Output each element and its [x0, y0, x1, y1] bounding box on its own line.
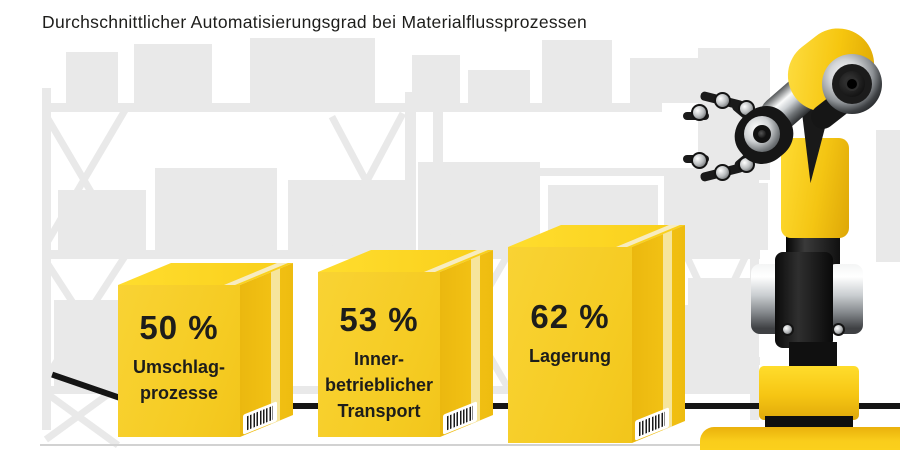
robot-base-strip — [765, 416, 853, 429]
value-label: 53 % — [339, 301, 419, 338]
robot-bearing-hole — [845, 77, 859, 91]
box-side-face — [632, 225, 685, 443]
tape-icon — [663, 225, 672, 443]
box-top-face — [508, 225, 685, 247]
category-label: Inner- betrieblicher Transport — [324, 349, 434, 421]
category-label: Umschlag- prozesse — [132, 356, 226, 403]
robot-neck — [789, 342, 837, 370]
box-front-face: 50 % Umschlag- prozesse — [118, 285, 240, 437]
screw-icon — [832, 323, 845, 336]
tape-icon — [271, 263, 280, 437]
chart-title: Durchschnittlicher Automatisierungsgrad … — [42, 12, 588, 32]
claw-pivot-icon — [714, 164, 731, 181]
box-front-face: 53 % Inner- betrieblicher Transport — [318, 272, 440, 437]
box-top-face — [118, 263, 293, 285]
claw-pivot-icon — [691, 104, 708, 121]
screw-icon — [781, 323, 794, 336]
tape-icon — [471, 250, 480, 437]
box-front-face: 62 % Lagerung — [508, 247, 632, 443]
box-top-face — [318, 250, 493, 272]
box-side-face — [240, 263, 293, 437]
value-label: 50 % — [139, 308, 219, 346]
robot-base — [759, 366, 859, 420]
box-side-face — [440, 250, 493, 437]
value-label: 62 % — [530, 297, 610, 335]
claw-pivot-icon — [714, 92, 731, 109]
claw-pivot-icon — [691, 152, 708, 169]
robot-platform — [700, 427, 900, 450]
robot-joint-collar-right — [827, 264, 863, 334]
category-label: Lagerung — [528, 345, 611, 366]
floor-line — [40, 444, 900, 446]
